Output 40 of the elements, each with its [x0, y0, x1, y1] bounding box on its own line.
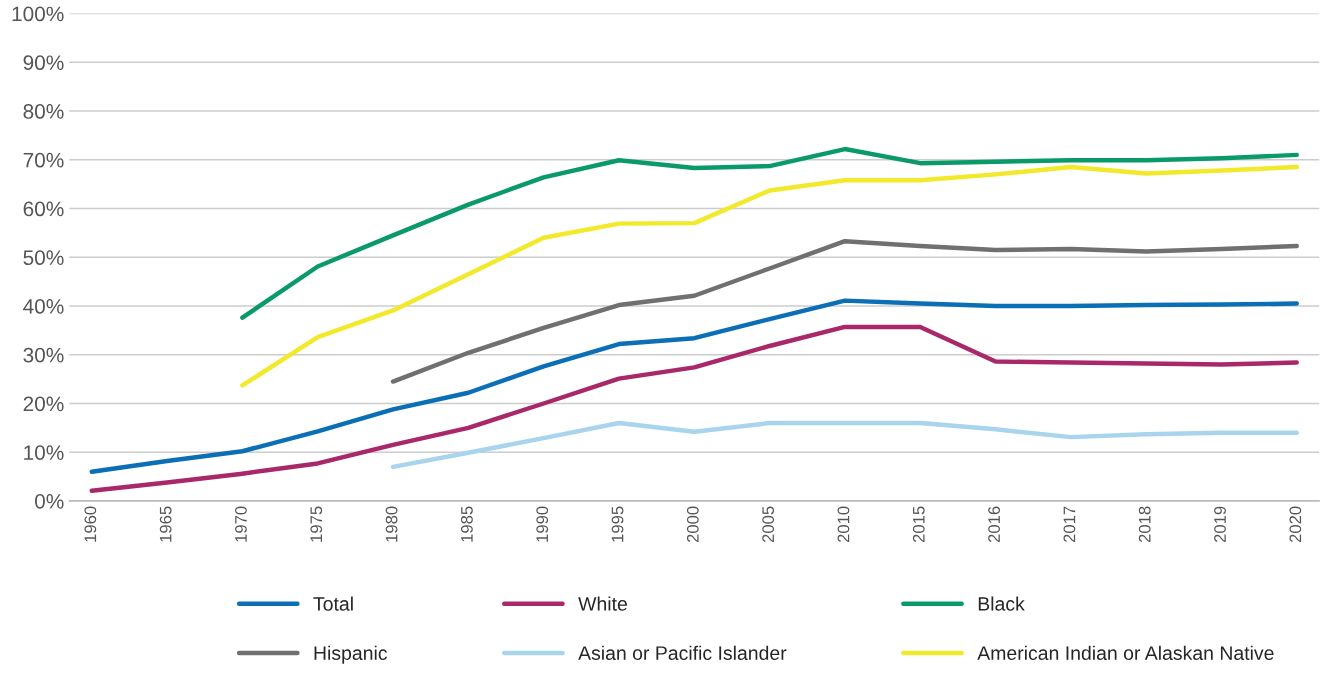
x-tick-label: 2016	[988, 506, 1000, 543]
y-tick-label: 60%	[23, 201, 64, 217]
y-tick-label: 70%	[23, 152, 64, 168]
x-tick-label: 2017	[1063, 506, 1076, 543]
line-series	[89, 298, 1299, 474]
x-tick-label: 1990	[536, 506, 549, 542]
legend-label: Hispanic	[314, 645, 388, 664]
y-tick-label: 20%	[23, 396, 64, 412]
line-series	[240, 164, 1299, 388]
x-tick-label: 2018	[1138, 506, 1151, 543]
x-tick-label: 1960	[84, 506, 97, 542]
x-tick-label: 2005	[762, 506, 775, 543]
x-tick-label: 2020	[1289, 506, 1302, 543]
legend-label: Total	[313, 596, 353, 611]
y-tick-label: 100%	[12, 6, 64, 22]
line-series	[390, 238, 1299, 384]
x-tick-label: 2010	[837, 506, 850, 543]
y-tick-label: 10%	[24, 445, 64, 460]
x-tick-label: 1970	[235, 506, 247, 542]
legend-label: American Indian or Alaskan Native	[977, 645, 1274, 660]
y-tick-label: 40%	[23, 299, 64, 314]
y-tick-label: 90%	[23, 55, 64, 71]
y-tick-label: 30%	[23, 347, 64, 363]
y-tick-label: 0%	[35, 493, 64, 509]
y-tick-label: 80%	[23, 104, 64, 119]
line-series	[240, 146, 1299, 320]
x-tick-label: 1975	[310, 506, 323, 542]
x-tick-label: 2019	[1214, 506, 1226, 543]
legend-label: Black	[978, 596, 1025, 611]
x-tick-label: 1985	[460, 506, 473, 542]
y-tick-label: 50%	[23, 250, 64, 266]
line-series	[89, 324, 1299, 493]
line-series	[390, 420, 1299, 470]
legend-label: White	[578, 596, 627, 611]
x-tick-label: 2015	[912, 506, 925, 543]
x-tick-label: 2000	[686, 506, 699, 543]
x-tick-label: 1980	[385, 506, 398, 542]
legend-label: Asian or Pacific Islander	[578, 645, 787, 660]
x-tick-label: 1995	[611, 506, 624, 542]
x-tick-label: 1965	[159, 506, 172, 542]
